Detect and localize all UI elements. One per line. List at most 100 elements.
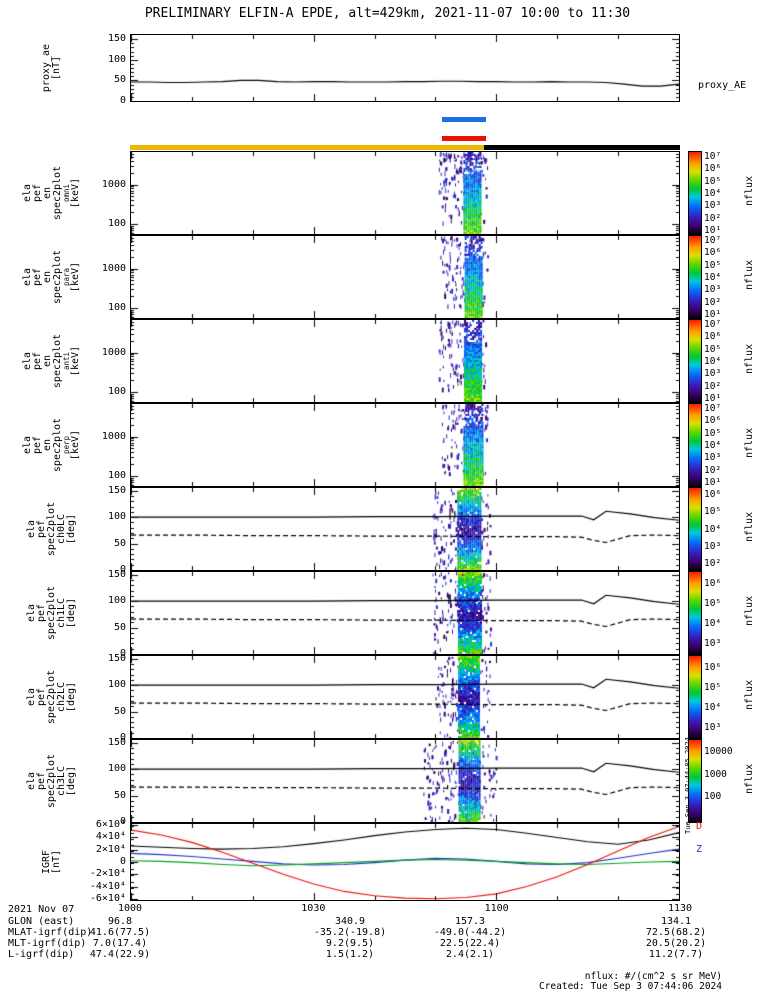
- colorbar-tick-label: 10⁶: [704, 331, 722, 343]
- y-tick-label: 50: [113, 705, 126, 717]
- y-tick-label: 150: [107, 33, 126, 45]
- igrf-component-label: Z: [696, 844, 703, 856]
- pa_ch2-spectrogram-canvas: [131, 656, 679, 738]
- colorbar-tick-label: 10⁶: [704, 662, 722, 674]
- y-tick-label: 50: [113, 621, 126, 633]
- colorbar-tick-label: 10⁴: [704, 524, 722, 535]
- axis-title: ela pef en spec2plot anti [keV]: [22, 333, 81, 389]
- colorbar-tick-label: 10⁶: [704, 489, 722, 501]
- eclipse-bar: [484, 145, 680, 150]
- axis-title: proxy_ae [nT]: [41, 43, 62, 93]
- table-cell: 157.3: [454, 916, 486, 927]
- colorbar-tick-label: 10⁷: [704, 319, 722, 330]
- axis-title: ela pef spec2plot ch2LC [deg]: [26, 669, 77, 725]
- panel-pa_ch0: [130, 487, 680, 571]
- axis-title: ela pef en spec2plot perp [keV]: [22, 417, 81, 473]
- colorbar-tick-label: 10⁵: [704, 343, 722, 355]
- en_perp-spectrogram-canvas: [131, 404, 679, 486]
- colorbar-tick-label: 10⁵: [704, 598, 722, 610]
- colorbar-tick-label: 10⁷: [704, 403, 722, 414]
- sunlight-bar: [130, 145, 485, 150]
- colorbar-tick-label: 10²: [704, 558, 722, 570]
- colorbar-side-label: nflux: [744, 427, 755, 458]
- igrf-line-canvas: [131, 824, 679, 900]
- colorbar-tick-label: 10⁶: [704, 163, 722, 175]
- colorbar-side-label: nflux: [744, 679, 755, 710]
- y-tick-label: 50: [113, 537, 126, 549]
- y-tick-label: 0: [119, 95, 126, 106]
- colorbar-tick-label: 10⁴: [704, 188, 722, 199]
- colorbar-side-label: nflux: [744, 763, 755, 794]
- colorbar-tick-label: 10¹: [704, 225, 722, 236]
- panel-left-label: ela pef en spec2plot para [keV]: [2, 235, 102, 319]
- colorbar-side-label: nflux: [744, 175, 755, 206]
- panel-proxy_ae: [130, 34, 680, 102]
- colorbar-tick-label: 10⁷: [704, 151, 722, 162]
- y-tick-label: -6×10⁴: [89, 892, 126, 904]
- pa_ch1-spectrogram-canvas: [131, 572, 679, 654]
- y-tick-label: 0: [119, 564, 126, 575]
- y-tick-label: 100: [107, 385, 126, 397]
- table-cell: 22.5(22.4): [439, 938, 501, 949]
- table-cell: 2.4(2.1): [445, 949, 495, 960]
- colorbar-tick-label: 10⁵: [704, 259, 722, 271]
- date-label: 2021 Nov 07: [8, 904, 75, 915]
- y-tick-label: 1000: [101, 262, 126, 274]
- colorbar-side-label: nflux: [744, 259, 755, 290]
- colorbar-tick-label: 10⁴: [704, 440, 722, 451]
- panel-left-label: ela pef spec2plot ch0LC [deg]: [2, 487, 102, 571]
- colorbar-tick-label: 10³: [704, 368, 722, 380]
- y-tick-label: 0: [119, 648, 126, 659]
- colorbar: [688, 487, 702, 571]
- colorbar: [688, 571, 702, 655]
- colorbar: [688, 235, 702, 319]
- y-tick-label: -4×10⁴: [89, 880, 126, 892]
- panel-left-label: ela pef en spec2plot anti [keV]: [2, 319, 102, 403]
- y-tick-label: 1000: [101, 430, 126, 442]
- colorbar-tick-label: 10¹: [704, 393, 722, 404]
- panel-left-label: ela pef spec2plot ch1LC [deg]: [2, 571, 102, 655]
- y-tick-label: 100: [107, 469, 126, 481]
- y-tick-label: 150: [107, 652, 126, 664]
- colorbar-tick-label: 10²: [704, 212, 722, 224]
- table-cell: 41.6(77.5): [89, 927, 151, 938]
- table-cell: 20.5(20.2): [645, 938, 707, 949]
- colorbar-tick-label: 10³: [704, 284, 722, 296]
- y-tick-label: 100: [107, 53, 126, 65]
- x-tick-label: 1000: [117, 903, 143, 914]
- y-tick-label: 6×10⁴: [95, 819, 126, 831]
- colorbar-tick-label: 10⁷: [704, 235, 722, 246]
- colorbar-tick-label: 10⁵: [704, 175, 722, 187]
- colorbar-tick-label: 10⁵: [704, 506, 722, 518]
- colorbar-tick-label: 10²: [704, 464, 722, 476]
- table-cell: 1.5(1.2): [325, 949, 375, 960]
- y-tick-label: 150: [107, 568, 126, 580]
- table-cell: 9.2(9.5): [325, 938, 375, 949]
- y-tick-label: 100: [107, 763, 126, 775]
- panel-left-label: ela pef spec2plot ch3LC [deg]: [2, 739, 102, 823]
- table-cell: 7.0(17.4): [92, 938, 148, 949]
- igrf-component-label: D: [696, 821, 703, 832]
- y-tick-label: 4×10⁴: [95, 831, 126, 843]
- y-tick-label: 100: [107, 679, 126, 691]
- pa_ch3-spectrogram-canvas: [131, 740, 679, 822]
- footer-units: nflux: #/(cm^2 s sr MeV): [584, 971, 722, 982]
- axis-title: ela pef spec2plot ch1LC [deg]: [26, 585, 77, 641]
- y-tick-label: 0: [119, 816, 126, 827]
- en_anti-spectrogram-canvas: [131, 320, 679, 402]
- panel-pa_ch1: [130, 571, 680, 655]
- colorbar-tick-label: 10¹: [704, 477, 722, 488]
- axis-title: ela pef spec2plot ch3LC [deg]: [26, 753, 77, 809]
- y-tick-label: 150: [107, 736, 126, 748]
- colorbar-tick-label: 10³: [704, 452, 722, 464]
- colorbar: [688, 739, 702, 823]
- colorbar-side-label: nflux: [744, 343, 755, 374]
- y-tick-label: 150: [107, 484, 126, 496]
- panel-pa_ch3: [130, 739, 680, 823]
- y-tick-label: 2×10⁴: [95, 843, 126, 855]
- panel-pa_ch2: [130, 655, 680, 739]
- colorbar-tick-label: 10⁴: [704, 701, 722, 713]
- colorbar-tick-label: 10²: [704, 296, 722, 308]
- x-tick-label: 1030: [301, 903, 326, 914]
